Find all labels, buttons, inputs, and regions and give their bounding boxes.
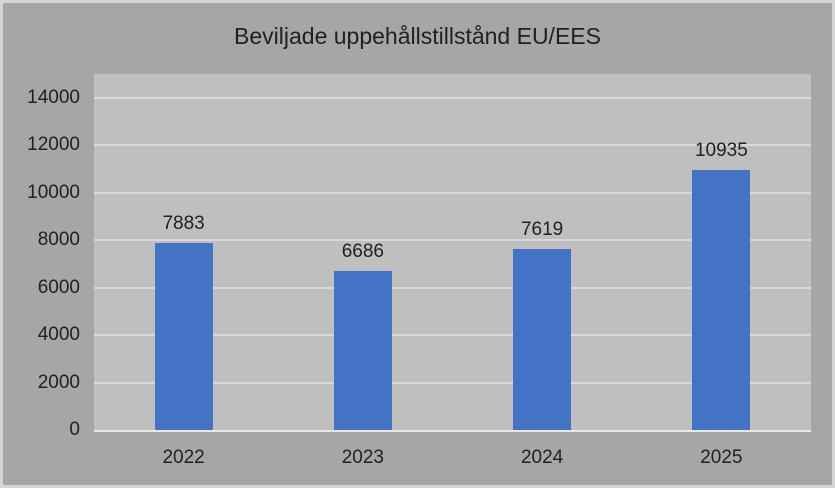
y-tick-label: 10000 [27,181,80,203]
bar-data-label: 6686 [341,241,385,263]
x-tick-label: 2022 [162,447,205,468]
gridline [94,334,811,337]
y-tick-label: 2000 [37,371,80,393]
gridline [94,381,811,384]
y-tick-label: 4000 [37,324,80,346]
gridline [94,144,811,147]
bar-2022[interactable] [154,242,213,430]
plot-area: 7883 6686 7619 10935 [94,74,811,432]
gridline [94,239,811,242]
bar-2023[interactable] [333,271,392,430]
x-tick-label: 2023 [341,447,385,468]
bar-data-label: 7619 [520,219,564,241]
bar-2025[interactable] [692,170,751,430]
y-tick-label: 0 [69,419,80,440]
y-tick-label: 14000 [27,86,80,108]
x-axis-line [94,430,811,432]
x-tick-label: 2024 [520,447,564,468]
bar-data-label: 7883 [162,212,205,234]
y-tick-label: 6000 [37,276,80,298]
chart-title: Beviljade uppehållstillstånd EU/EES [234,23,601,49]
y-tick-label: 12000 [27,134,80,156]
x-tick-label: 2025 [700,447,743,468]
gridline [94,96,811,99]
bar-data-label: 10935 [694,140,748,162]
gridline [94,191,811,194]
y-tick-label: 8000 [37,229,80,251]
gridline [94,286,811,289]
bar-2024[interactable] [513,249,572,430]
